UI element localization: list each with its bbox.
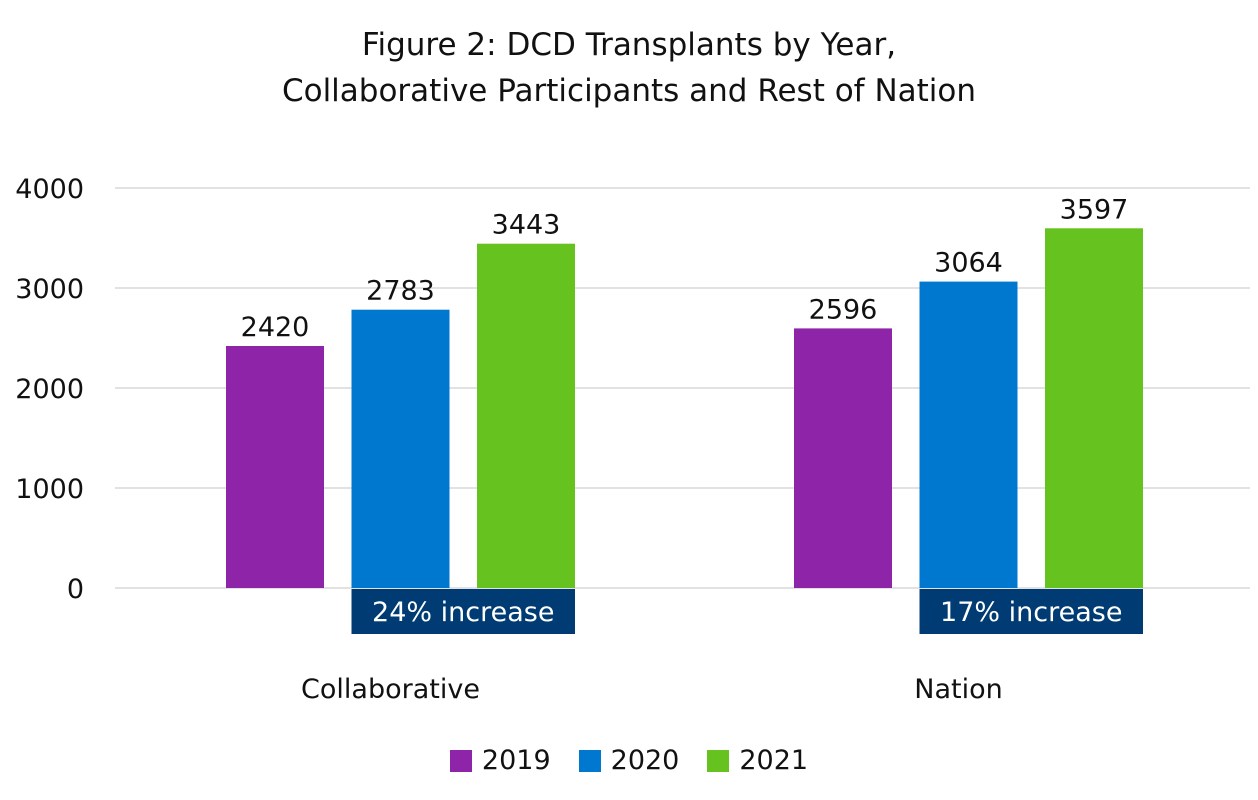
legend-swatch <box>707 749 730 772</box>
legend-item-2020: 2020 <box>578 745 680 776</box>
title-line-1: Figure 2: DCD Transplants by Year, <box>361 27 897 63</box>
legend-swatch <box>449 749 472 772</box>
data-label: 2420 <box>241 312 310 343</box>
legend-swatch <box>578 749 601 772</box>
data-label: 3064 <box>934 248 1003 279</box>
annotation-text: 24% increase <box>372 597 554 628</box>
bar-2020-collaborative <box>351 309 450 588</box>
data-label: 3443 <box>492 210 561 241</box>
annotation-text: 17% increase <box>940 597 1122 628</box>
legend-label: 2020 <box>610 745 680 776</box>
bar-2019-nation <box>794 328 892 588</box>
y-tick-label: 3000 <box>15 274 84 305</box>
annotation-box <box>351 589 575 634</box>
x-category-label: Nation <box>914 674 1002 705</box>
title-line-2: Collaborative Participants and Rest of N… <box>281 73 977 109</box>
bar-2020-nation <box>919 281 1018 588</box>
legend-label: 2021 <box>739 745 809 776</box>
y-tick-label: 2000 <box>15 374 84 405</box>
data-label: 2783 <box>366 276 435 307</box>
data-label: 2596 <box>809 294 878 325</box>
legend-item-2019: 2019 <box>449 745 551 776</box>
legend-label: 2019 <box>481 745 551 776</box>
bar-2019-collaborative <box>226 346 324 588</box>
annotation-box <box>919 589 1143 634</box>
legend: 2019 2020 2021 <box>0 745 1258 776</box>
x-category-label: Collaborative <box>301 674 480 705</box>
chart-title: Figure 2: DCD Transplants by Year, Colla… <box>0 22 1258 114</box>
bar-2021-collaborative <box>477 243 575 588</box>
y-tick-label: 0 <box>67 574 84 605</box>
y-tick-label: 1000 <box>15 474 84 505</box>
bar-2021-nation <box>1045 228 1143 589</box>
y-tick-label: 4000 <box>15 174 84 205</box>
data-label: 3597 <box>1060 194 1129 225</box>
legend-item-2021: 2021 <box>707 745 808 776</box>
